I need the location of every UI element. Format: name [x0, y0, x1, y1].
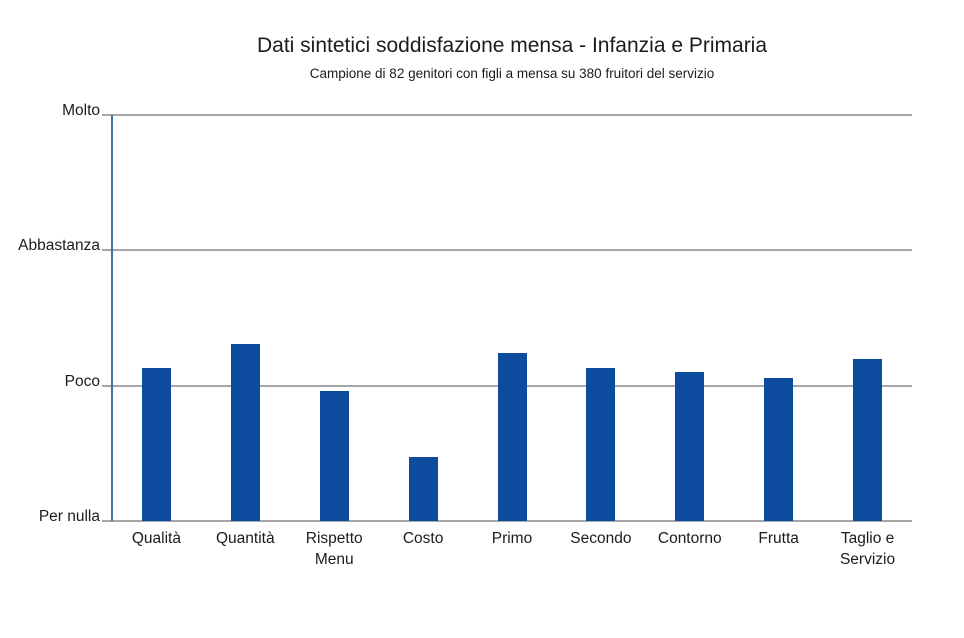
bar [497, 353, 527, 521]
bar [408, 457, 438, 521]
y-axis-label: Per nulla [38, 508, 100, 525]
y-axis-tick [102, 520, 112, 522]
x-axis-label: Quantità [216, 530, 275, 547]
y-axis-line [111, 115, 113, 521]
x-axis-label: Taglio e Servizio [839, 530, 896, 568]
x-axis-label: Costo [402, 530, 444, 547]
chart-title: Dati sintetici soddisfazione mensa - Inf… [256, 34, 768, 57]
chart-subtitle: Campione di 82 genitori con figli a mens… [309, 66, 715, 81]
y-axis-label: Molto [62, 102, 100, 119]
x-axis-label: Rispetto Menu [305, 530, 363, 568]
bar [319, 391, 349, 521]
bar [675, 372, 705, 521]
x-axis-label: Qualità [131, 530, 181, 547]
bar [586, 368, 616, 521]
gridline [112, 114, 912, 116]
bar [141, 368, 171, 521]
y-axis-tick [102, 114, 112, 116]
x-axis-label: Contorno [657, 530, 722, 547]
x-axis-label: Secondo [570, 530, 632, 547]
y-axis-label: Abbastanza [18, 237, 100, 255]
y-axis-label: Poco [64, 372, 100, 390]
x-axis-label: Primo [491, 530, 533, 547]
bar [764, 377, 794, 521]
bar [230, 343, 260, 521]
y-axis-tick [102, 384, 112, 387]
y-axis-tick [102, 249, 112, 252]
gridline [112, 249, 912, 252]
x-axis-label: Frutta [758, 530, 799, 547]
bar [853, 358, 883, 521]
gridline [112, 520, 912, 522]
